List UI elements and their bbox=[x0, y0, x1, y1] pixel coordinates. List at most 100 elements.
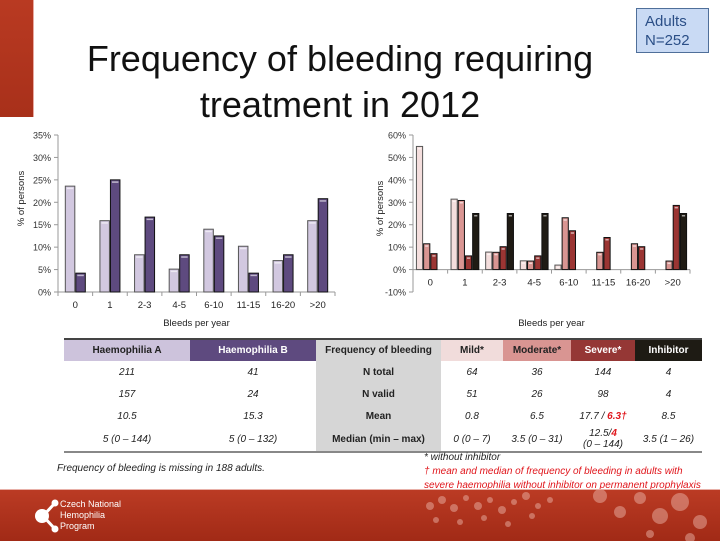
decorative-dot bbox=[450, 504, 458, 512]
bar-highlight bbox=[170, 270, 178, 273]
bar-haemophilia-b bbox=[213, 235, 225, 293]
header-mild: Mild* bbox=[441, 338, 503, 361]
bar-inhibitor bbox=[472, 213, 480, 271]
y-tick-label: 15% bbox=[33, 220, 51, 230]
bar-highlight bbox=[632, 245, 637, 247]
decorative-dot bbox=[457, 519, 463, 525]
asterisk-footnote: * without inhibitor bbox=[424, 452, 501, 463]
decorative-dot bbox=[481, 515, 487, 521]
bar-haemophilia-b bbox=[109, 179, 121, 293]
header-inhibitor: Inhibitor bbox=[635, 338, 702, 361]
cell-severe: 12.5/4 (0 – 144) bbox=[571, 427, 635, 453]
title-line-1: Frequency of bleeding requiring bbox=[86, 38, 594, 79]
bar-moderate bbox=[630, 243, 639, 271]
bar-moderate bbox=[423, 243, 431, 271]
x-tick-label: 6-10 bbox=[204, 300, 223, 311]
dagger-footnote-text: severe haemophilia without inhibitor on bbox=[424, 480, 600, 491]
y-tick-label: 0% bbox=[38, 288, 51, 298]
bar-highlight bbox=[239, 247, 247, 250]
bar-highlight bbox=[319, 200, 327, 202]
decorative-dot bbox=[693, 515, 707, 529]
x-tick-label: 4-5 bbox=[527, 278, 541, 289]
missing-data-note: Frequency of bleeding is missing in 188 … bbox=[57, 463, 265, 474]
bar-highlight bbox=[640, 248, 644, 250]
decorative-dot bbox=[593, 490, 607, 503]
decorative-dots-pattern bbox=[426, 490, 707, 541]
bar-severe bbox=[638, 246, 646, 271]
bar-highlight bbox=[563, 219, 567, 221]
bar-haemophilia-a bbox=[237, 245, 249, 293]
cell-inhibitor: 8.5 bbox=[661, 410, 676, 422]
decorative-dot bbox=[535, 503, 541, 509]
x-tick-label: 1 bbox=[107, 300, 112, 311]
title-line-2: treatment in 2012 bbox=[199, 84, 481, 125]
decorative-dot bbox=[646, 530, 654, 538]
bar-highlight bbox=[425, 245, 429, 247]
decorative-dot bbox=[529, 513, 535, 519]
bar-inhibitor bbox=[506, 213, 514, 271]
decorative-dot bbox=[522, 492, 530, 500]
bar-highlight bbox=[101, 222, 108, 224]
decorative-dot bbox=[685, 533, 695, 541]
cell-severe: 17.7 / 6.3† bbox=[571, 405, 635, 427]
bar-highlight bbox=[487, 253, 491, 256]
x-axis-label: Bleeds per year bbox=[518, 318, 585, 329]
chart-severity: -10% 0% 10% 20% 30% 40% 50% 60% 0 1 2-3 4-5 6-10 11-1… bbox=[375, 131, 691, 329]
badge-line-2: N=252 bbox=[645, 32, 690, 49]
bar-inhibitor bbox=[679, 213, 688, 271]
bar-highlight bbox=[501, 248, 505, 250]
x-tick-label: 0 bbox=[73, 300, 78, 311]
logo-line-1: Czech National bbox=[60, 499, 122, 509]
cell-inhibitor: 3.5 (1 – 26) bbox=[635, 427, 702, 453]
cell-mild: 51 bbox=[466, 388, 478, 400]
program-logo-icon bbox=[35, 499, 59, 533]
bar-moderate bbox=[492, 251, 500, 271]
bar-highlight bbox=[77, 274, 84, 277]
x-tick-label: 2-3 bbox=[493, 278, 507, 289]
badge-line-1: Adults bbox=[645, 13, 687, 30]
decorative-dot bbox=[433, 517, 439, 523]
bar-highlight bbox=[136, 256, 143, 258]
severe-median: 12.5/ bbox=[589, 428, 612, 439]
bar-highlight bbox=[205, 230, 212, 233]
cell-severe: 98 bbox=[597, 388, 609, 400]
table-row: 157 24 N valid 51 26 98 4 bbox=[64, 383, 702, 405]
row-label: Mean bbox=[316, 405, 441, 427]
bar-highlight bbox=[309, 222, 316, 224]
bar-moderate bbox=[596, 251, 604, 271]
bar-mild bbox=[519, 260, 527, 271]
cell-ha: 5 (0 – 144) bbox=[64, 427, 190, 453]
cell-severe: 144 bbox=[594, 366, 612, 378]
footer-band: Czech National Hemophilia Program bbox=[0, 489, 720, 541]
bar-highlight bbox=[250, 274, 257, 277]
bar-highlight bbox=[274, 262, 282, 264]
cell-hb: 5 (0 – 132) bbox=[190, 427, 316, 453]
table-row: 5 (0 – 144) 5 (0 – 132) Median (min – ma… bbox=[64, 427, 702, 453]
y-tick-label: 60% bbox=[388, 131, 406, 141]
bar-moderate bbox=[457, 199, 465, 271]
bar-highlight bbox=[459, 201, 463, 204]
decorative-dot bbox=[652, 508, 668, 524]
bar-severe bbox=[499, 246, 507, 271]
header-haemophilia-a: Haemophilia A bbox=[64, 338, 190, 361]
y-tick-label: 40% bbox=[388, 175, 406, 185]
header-moderate: Moderate* bbox=[503, 338, 571, 361]
bar-highlight bbox=[181, 256, 188, 258]
severe-median-range: (0 – 144) bbox=[582, 439, 624, 450]
decorative-dot bbox=[634, 492, 646, 504]
cell-mild: 64 bbox=[466, 366, 478, 378]
severe-mean: 17.7 / bbox=[579, 410, 608, 422]
bar-highlight bbox=[681, 215, 686, 217]
bar-highlight bbox=[598, 253, 602, 256]
y-axis-label: % of persons bbox=[16, 171, 27, 227]
y-tick-label: 10% bbox=[33, 243, 51, 253]
cell-moderate: 36 bbox=[531, 366, 543, 378]
cell-mild: 0 (0 – 7) bbox=[441, 427, 503, 453]
dagger-footnote-underlined: permanent prophylaxis bbox=[599, 480, 701, 491]
y-tick-label: 20% bbox=[388, 220, 406, 230]
cell-inhibitor: 4 bbox=[665, 366, 672, 378]
bar-moderate bbox=[561, 217, 569, 271]
bar-moderate bbox=[665, 260, 673, 271]
bar-haemophilia-a bbox=[203, 228, 214, 293]
x-tick-label: 4-5 bbox=[172, 300, 186, 311]
